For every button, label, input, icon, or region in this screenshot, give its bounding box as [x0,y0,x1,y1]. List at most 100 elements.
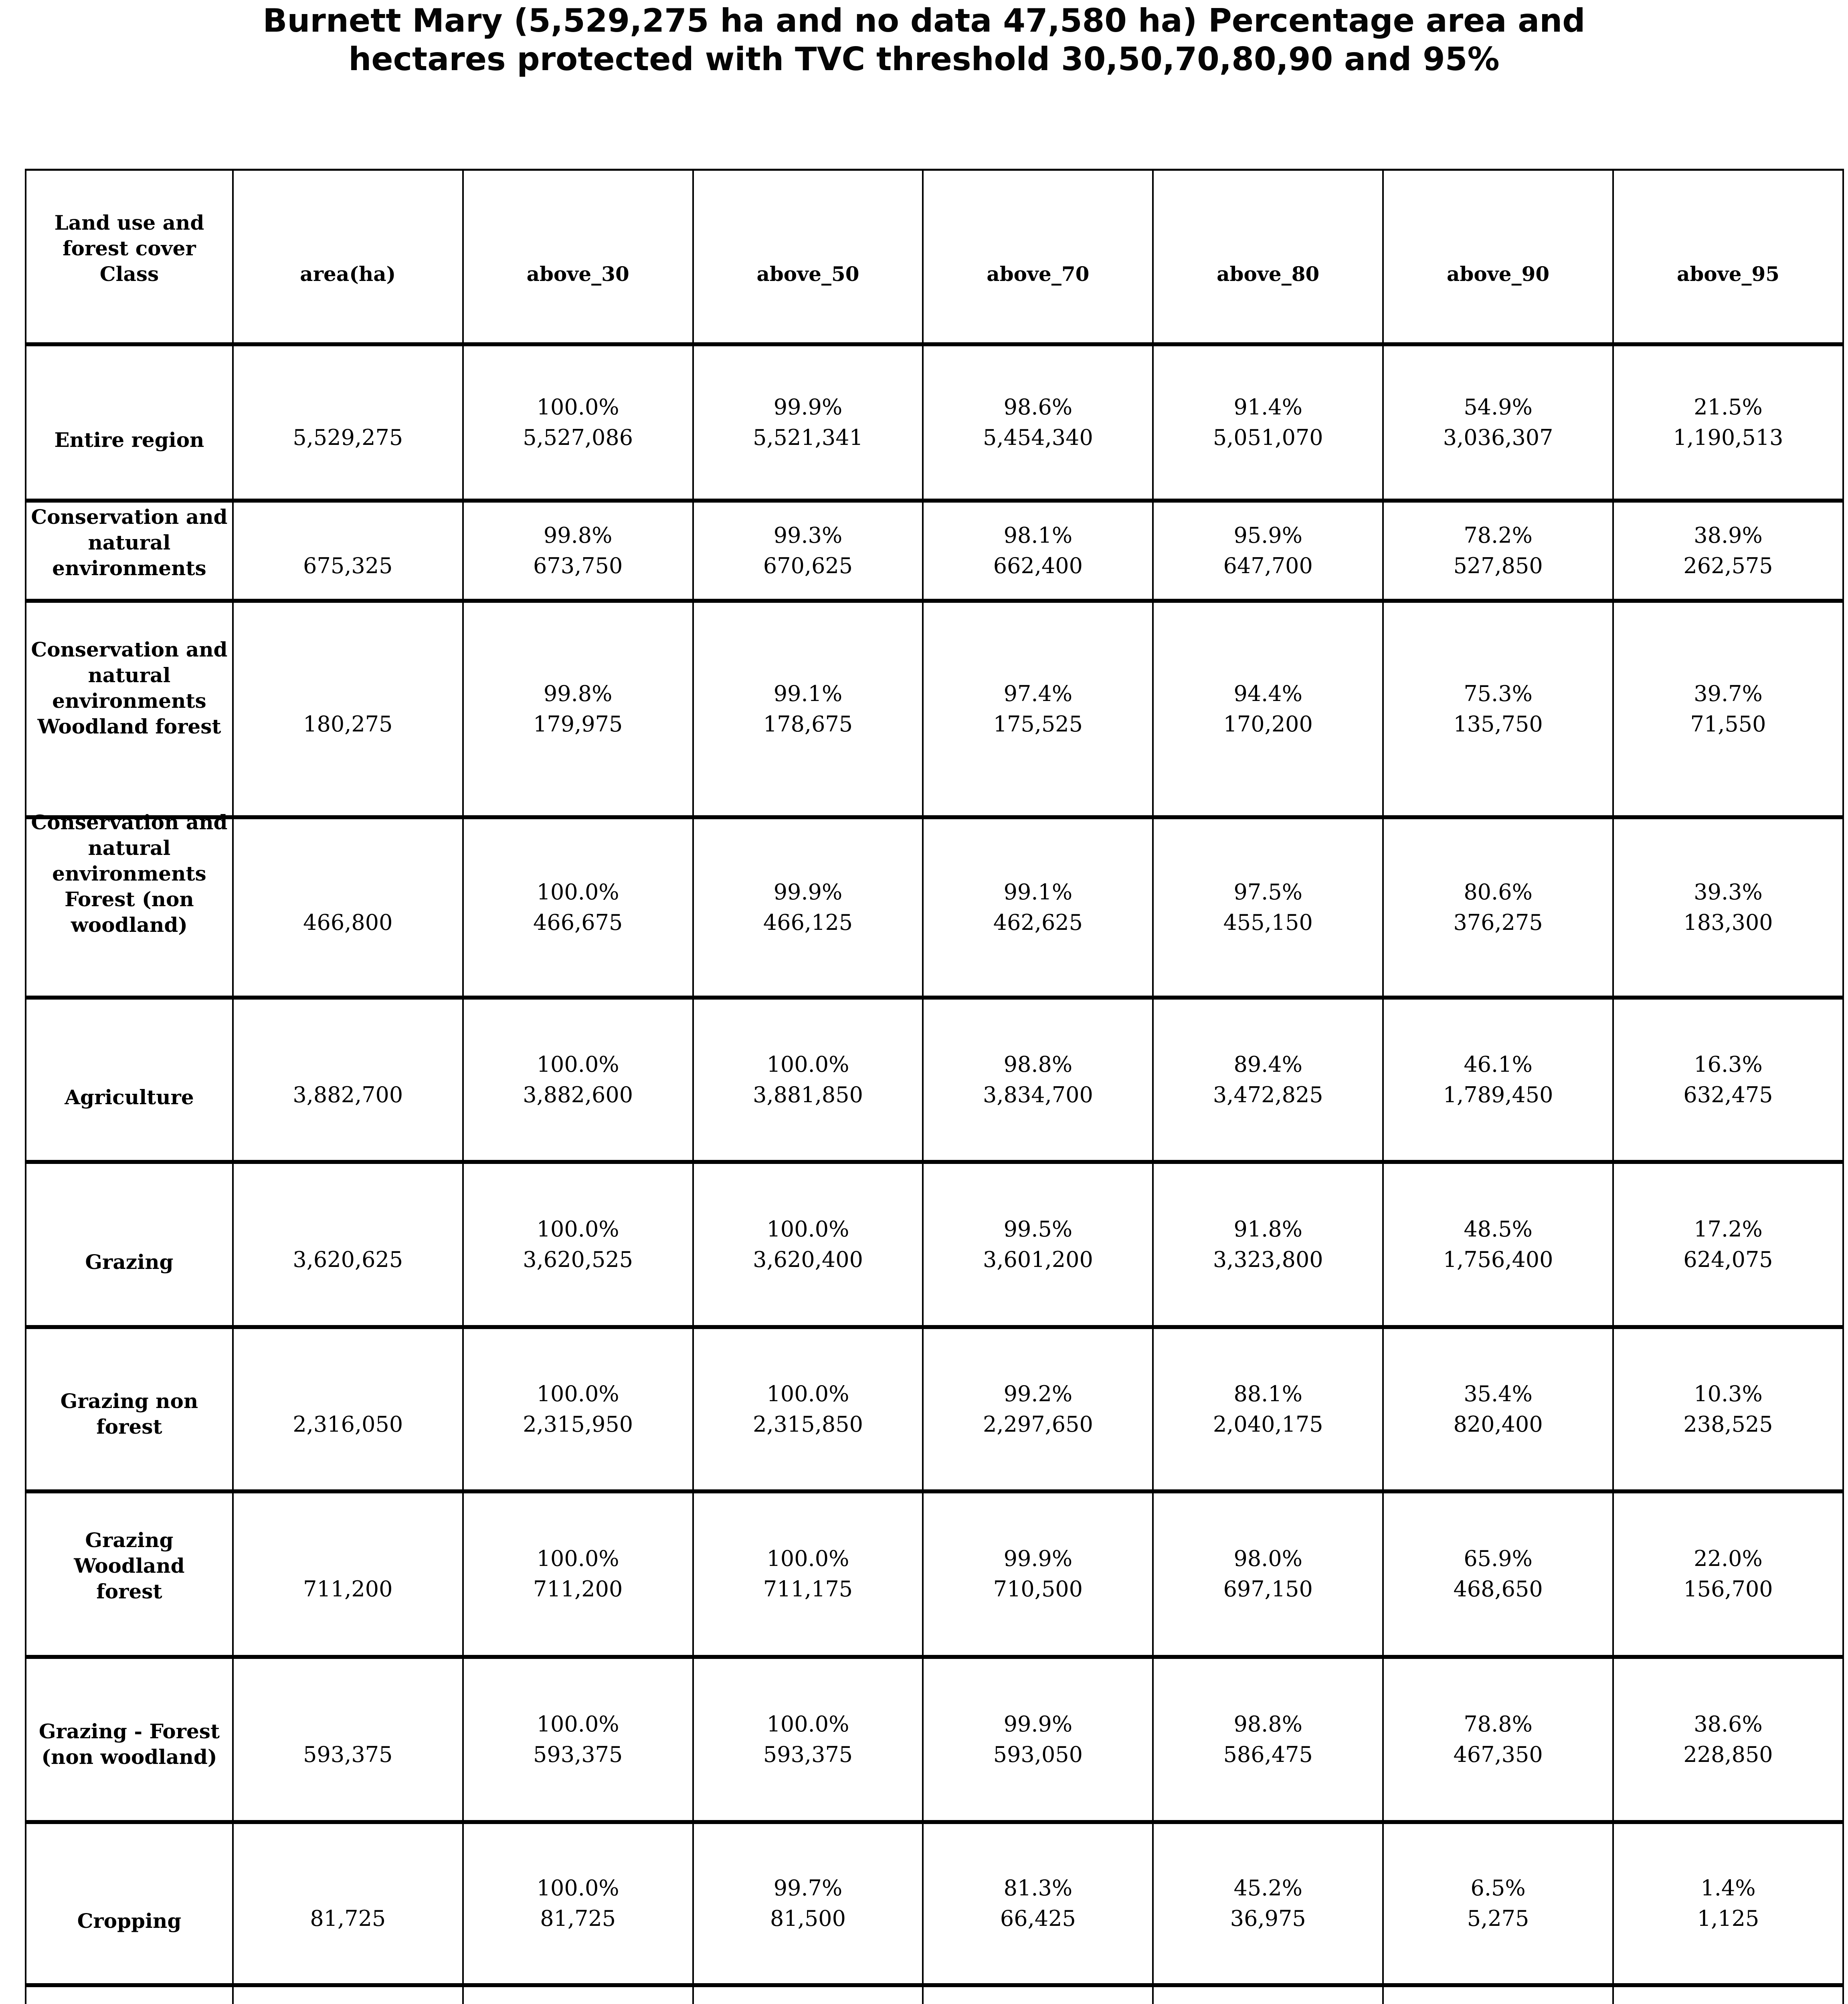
area-cell: 675,325 [232,498,464,603]
hectares-value: 81,500 [770,1906,846,1931]
hectares-value: 2,297,650 [983,1411,1093,1437]
hectares-value: 5,051,070 [1213,424,1323,450]
threshold-cell: 98.8% 3,834,700 [922,995,1154,1164]
row-label-cell: Cropping [25,1820,234,1987]
table-row: Conservation and natural environments 675… [25,498,1844,603]
percent-value: 17.2% [1694,1216,1763,1242]
percent-value: 88.1% [1233,1381,1303,1406]
threshold-cell: 22.0% 156,700 [1612,1489,1844,1659]
threshold-cell: 54.9% 3,036,307 [1382,342,1614,503]
threshold-cell: 97.4% 175,525 [922,598,1154,819]
row-label: Entire region [54,428,204,452]
threshold-cell: 100.0% 3,620,400 [692,1160,924,1329]
threshold-cell: 98.6% 5,454,340 [922,342,1154,503]
threshold-cell: 1.4% 1,125 [1612,1820,1844,1987]
threshold-cell: 78.2% 527,850 [1382,498,1614,603]
percent-value: 100.0% [766,1381,849,1406]
column-header-4: above_70 [922,169,1154,346]
percent-value: 98.8% [1233,1711,1303,1737]
area-value: 3,882,700 [293,1082,403,1107]
hectares-value: 697,150 [1223,1576,1313,1602]
row-label-cell: Conservation and natural environments Fo… [25,810,234,1000]
hectares-value: 710,500 [993,1576,1083,1602]
threshold-cell: 38.9% 262,575 [1612,498,1844,603]
threshold-cell: 100.0% 81,725 [462,1820,694,1987]
threshold-cell: 100.0% 711,175 [692,1489,924,1659]
threshold-cell: 99.9% 5,521,341 [692,342,924,503]
threshold-cell: 92.8%162,150 [922,1983,1154,2004]
column-header-label: above_80 [1217,262,1320,286]
row-label-cell: Grazing non forest [25,1325,234,1493]
hectares-value: 662,400 [993,553,1083,578]
hectares-value: 455,150 [1223,909,1313,935]
threshold-cell: 99.1% 462,625 [922,815,1154,1000]
hectares-value: 586,475 [1223,1741,1313,1767]
threshold-cell: 3.9%6,750 [1612,1983,1844,2004]
percent-value: 98.1% [1003,522,1073,548]
hectares-value: 527,850 [1453,553,1543,578]
row-label: Grazing non forest [60,1389,198,1438]
threshold-cell: 81.3% 66,425 [922,1820,1154,1987]
threshold-cell: 80.6% 376,275 [1382,815,1614,1000]
hectares-value: 466,675 [533,909,623,935]
percent-value: 100.0% [766,1546,849,1571]
threshold-cell: 46.1% 1,789,450 [1382,995,1614,1164]
hectares-value: 262,575 [1683,553,1773,578]
hectares-value: 1,190,513 [1673,424,1783,450]
area-cell: 3,620,625 [232,1160,464,1329]
area-value: 593,375 [303,1741,393,1767]
percent-value: 22.0% [1694,1546,1763,1571]
hectares-value: 593,375 [763,1741,853,1767]
column-header-5: above_80 [1152,169,1384,346]
hectares-value: 376,275 [1453,909,1543,935]
threshold-cell: 100.0% 3,882,600 [462,995,694,1164]
area-value: 3,620,625 [293,1246,403,1272]
hectares-value: 36,975 [1230,1906,1306,1931]
tvc-threshold-table-wrap: Land use and forest cover Class area(ha) a… [25,169,1844,2004]
threshold-cell: 99.5% 3,601,200 [922,1160,1154,1329]
threshold-cell: 16.3% 632,475 [1612,995,1844,1164]
table-row: Irrigation174,675100.0%174,67599.8%174,2… [25,1983,1844,2004]
row-label: Conservation and natural environments Fo… [31,810,228,937]
threshold-cell: 95.9% 647,700 [1152,498,1384,603]
hectares-value: 2,315,850 [753,1411,863,1437]
threshold-cell: 91.4% 5,051,070 [1152,342,1384,503]
column-header-label: area(ha) [300,262,396,286]
area-cell: 2,316,050 [232,1325,464,1493]
area-cell: 3,882,700 [232,995,464,1164]
percent-value: 6.5% [1470,1875,1526,1901]
table-row: Cropping 81,725 100.0% 81,725 99.7% 81,500 81.… [25,1820,1844,1987]
percent-value: 91.4% [1233,394,1303,420]
column-header-label: above_70 [987,262,1090,286]
column-header-1: area(ha) [232,169,464,346]
table-row: Grazing Woodland forest 711,200 100.0% 711,… [25,1489,1844,1659]
hectares-value: 593,375 [533,1741,623,1767]
threshold-cell: 91.8% 3,323,800 [1152,1160,1384,1329]
threshold-cell: 39.3% 183,300 [1612,815,1844,1000]
hectares-value: 1,756,400 [1443,1246,1553,1272]
threshold-cell: 100.0% 3,881,850 [692,995,924,1164]
column-header-6: above_90 [1382,169,1614,346]
percent-value: 78.2% [1464,522,1533,548]
hectares-value: 647,700 [1223,553,1313,578]
hectares-value: 3,882,600 [523,1082,633,1107]
percent-value: 98.6% [1003,394,1073,420]
table-header: Land use and forest cover Class area(ha) a… [25,169,1844,346]
area-cell: 180,275 [232,598,464,819]
column-header-2: above_30 [462,169,694,346]
percent-value: 10.3% [1694,1381,1763,1406]
column-header-0: Land use and forest cover Class [25,169,234,346]
percent-value: 98.8% [1003,1051,1073,1077]
row-label-cell: Conservation and natural environments Wo… [25,598,234,819]
hectares-value: 593,050 [993,1741,1083,1767]
hectares-value: 1,789,450 [1443,1082,1553,1107]
threshold-cell: 100.0% 3,620,525 [462,1160,694,1329]
percent-value: 100.0% [536,1381,619,1406]
area-cell: 174,675 [232,1983,464,2004]
threshold-cell: 65.9% 468,650 [1382,1489,1614,1659]
percent-value: 54.9% [1464,394,1533,420]
threshold-cell: 100.0% 711,200 [462,1489,694,1659]
hectares-value: 170,200 [1223,711,1313,737]
threshold-cell: 17.2% 624,075 [1612,1160,1844,1329]
column-header-label: above_95 [1676,262,1780,286]
